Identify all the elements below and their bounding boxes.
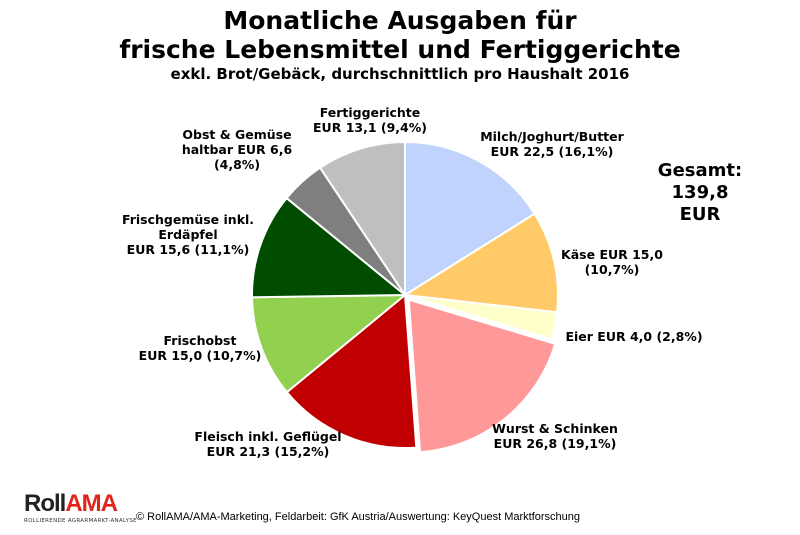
- label-frischgemuese: Frischgemüse inkl. Erdäpfel EUR 15,6 (11,1…: [121, 212, 255, 257]
- pie-slice-7: [251, 196, 408, 299]
- label-wurst: Wurst & Schinken EUR 26,8 (19,1%): [492, 421, 618, 451]
- source-note: © RollAMA/AMA-Marketing, Feldarbeit: GfK…: [136, 511, 580, 523]
- rollama-logo: RollAMA ROLLIERENDE AGRARMARKT-ANALYSE: [24, 490, 137, 525]
- chart-title: Monatliche Ausgaben für: [223, 6, 577, 35]
- chart-title-line2: frische Lebensmittel und Fertiggerichte: [119, 35, 681, 64]
- pie-slice-3: [404, 294, 559, 341]
- label-fertiggerichte: Fertiggerichte EUR 13,1 (9,4%): [313, 105, 427, 135]
- pie-slice-2: [402, 212, 559, 314]
- chart-subtitle: exkl. Brot/Gebäck, durchschnittlich pro …: [170, 65, 630, 83]
- label-milch: Milch/Joghurt/Butter EUR 22,5 (16,1%): [480, 129, 624, 159]
- label-obst-gemuese-haltbar: Obst & Gemüse haltbar EUR 6,6 (4,8%): [181, 127, 293, 172]
- label-kaese: Käse EUR 15,0 (10,7%): [561, 247, 663, 277]
- label-fleisch: Fleisch inkl. Geflügel EUR 21,3 (15,2%): [194, 429, 342, 459]
- pie-slice-5: [285, 293, 418, 449]
- label-frischobst: Frischobst EUR 15,0 (10,7%): [138, 333, 262, 363]
- label-eier: Eier EUR 4,0 (2,8%): [565, 329, 703, 344]
- pie-slice-6: [251, 293, 408, 394]
- pie-slice-9: [318, 140, 406, 299]
- pie-slice-4: [407, 298, 557, 454]
- pie-slice-1: [404, 140, 536, 297]
- total-label: Gesamt: 139,8 EUR: [657, 160, 743, 225]
